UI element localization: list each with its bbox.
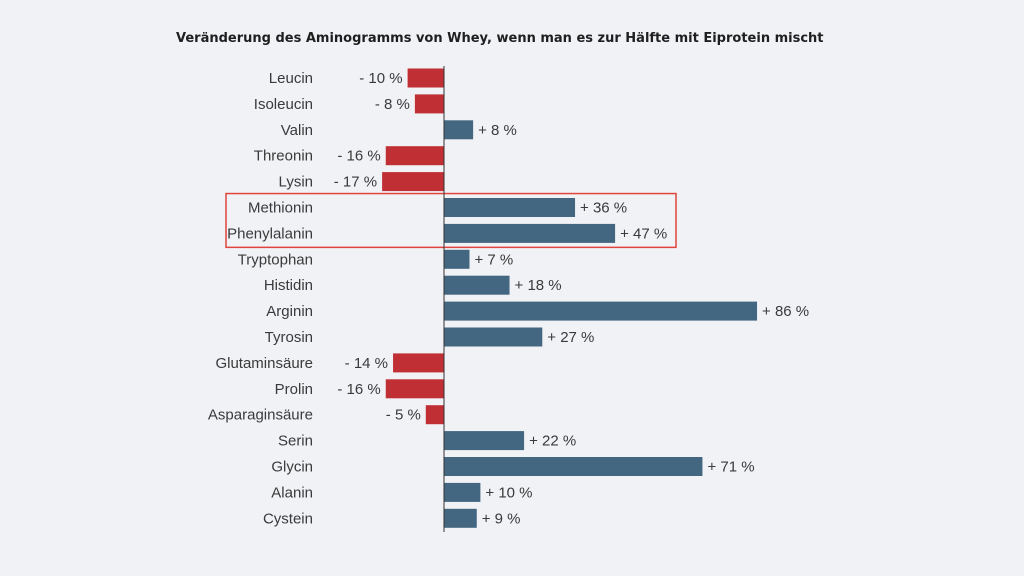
bar-6: [444, 223, 616, 243]
category-label-7: Tryptophan: [238, 251, 313, 268]
bar-12: [385, 379, 444, 399]
bar-8: [444, 275, 510, 295]
category-label-14: Serin: [278, 433, 313, 450]
value-label-13: - 5 %: [386, 407, 421, 424]
bar-11: [393, 353, 444, 373]
category-label-8: Histidin: [264, 277, 313, 294]
category-label-12: Prolin: [275, 381, 313, 398]
category-label-0: Leucin: [269, 70, 313, 87]
category-label-16: Alanin: [271, 484, 313, 501]
value-label-1: - 8 %: [375, 96, 410, 113]
value-label-2: + 8 %: [478, 122, 517, 139]
bar-1: [414, 94, 444, 114]
value-label-10: + 27 %: [547, 329, 594, 346]
value-label-17: + 9 %: [482, 510, 521, 527]
bar-0: [407, 68, 444, 88]
category-label-11: Glutaminsäure: [215, 355, 313, 372]
value-label-8: + 18 %: [515, 277, 562, 294]
value-label-6: + 47 %: [620, 225, 667, 242]
category-label-3: Threonin: [254, 148, 313, 165]
bar-14: [444, 431, 525, 451]
bar-4: [382, 172, 444, 192]
bar-10: [444, 327, 543, 347]
chart-title: Veränderung des Aminogramms von Whey, we…: [176, 31, 824, 46]
category-label-6: Phenylalanin: [227, 225, 313, 242]
value-label-4: - 17 %: [334, 174, 377, 191]
value-label-5: + 36 %: [580, 200, 627, 217]
category-label-9: Arginin: [266, 303, 313, 320]
category-label-5: Methionin: [248, 200, 313, 217]
value-label-14: + 22 %: [529, 433, 576, 450]
category-label-17: Cystein: [263, 510, 313, 527]
bar-15: [444, 457, 703, 476]
category-label-2: Valin: [281, 122, 313, 139]
category-label-13: Asparaginsäure: [208, 407, 313, 424]
value-label-11: - 14 %: [345, 355, 388, 372]
value-label-9: + 86 %: [762, 303, 809, 320]
category-label-4: Lysin: [279, 174, 313, 191]
value-label-15: + 71 %: [707, 459, 754, 476]
value-label-0: - 10 %: [359, 70, 402, 87]
value-label-7: + 7 %: [474, 251, 513, 268]
bar-9: [444, 301, 758, 321]
highlight-box: [225, 192, 677, 249]
bar-17: [444, 508, 477, 528]
bar-13: [425, 405, 444, 425]
bar-2: [444, 120, 474, 140]
bar-5: [444, 198, 576, 217]
category-label-15: Glycin: [271, 459, 313, 476]
category-label-10: Tyrosin: [265, 329, 313, 346]
bar-7: [444, 249, 470, 269]
category-label-1: Isoleucin: [254, 96, 313, 113]
bar-16: [444, 482, 481, 502]
value-label-3: - 16 %: [337, 148, 380, 165]
value-label-12: - 16 %: [337, 381, 380, 398]
bar-3: [385, 146, 444, 166]
value-label-16: + 10 %: [485, 484, 532, 501]
